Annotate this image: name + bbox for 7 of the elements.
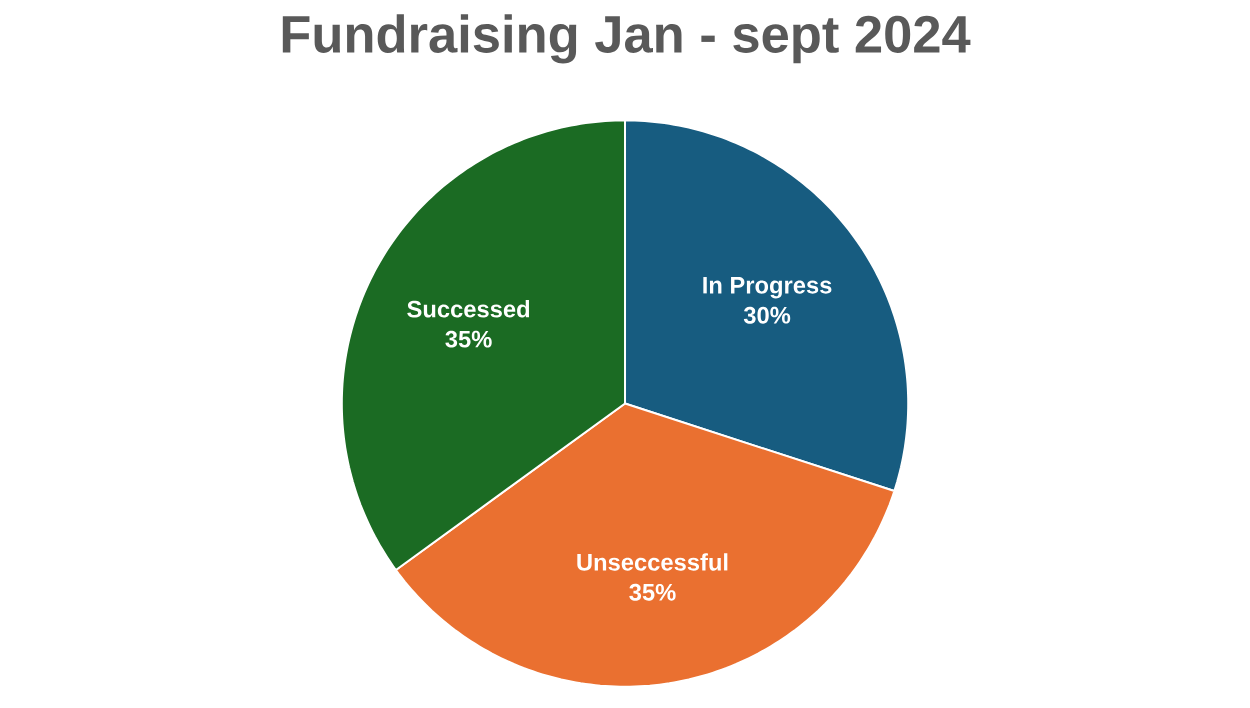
slice-label: Successed: [407, 300, 530, 318]
slice-label: In Progress: [703, 277, 832, 299]
chart-title: Fundraising Jan - sept 2024: [282, 14, 971, 64]
data-label: 35%: [629, 583, 676, 601]
data-label: 35%: [445, 330, 492, 348]
data-label: 30%: [743, 306, 791, 324]
slice-label: Unseccessful: [577, 553, 728, 571]
